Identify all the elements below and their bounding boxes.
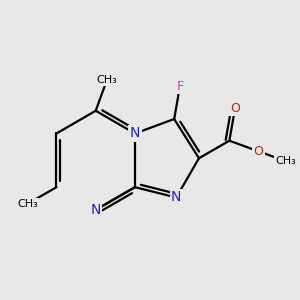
Text: F: F xyxy=(176,80,184,93)
Text: O: O xyxy=(254,145,263,158)
Text: O: O xyxy=(230,102,240,115)
Text: N: N xyxy=(91,203,101,217)
Text: CH₃: CH₃ xyxy=(17,199,38,209)
Text: N: N xyxy=(171,190,181,205)
Text: CH₃: CH₃ xyxy=(97,75,117,85)
Text: N: N xyxy=(130,127,140,140)
Text: CH₃: CH₃ xyxy=(275,156,296,166)
